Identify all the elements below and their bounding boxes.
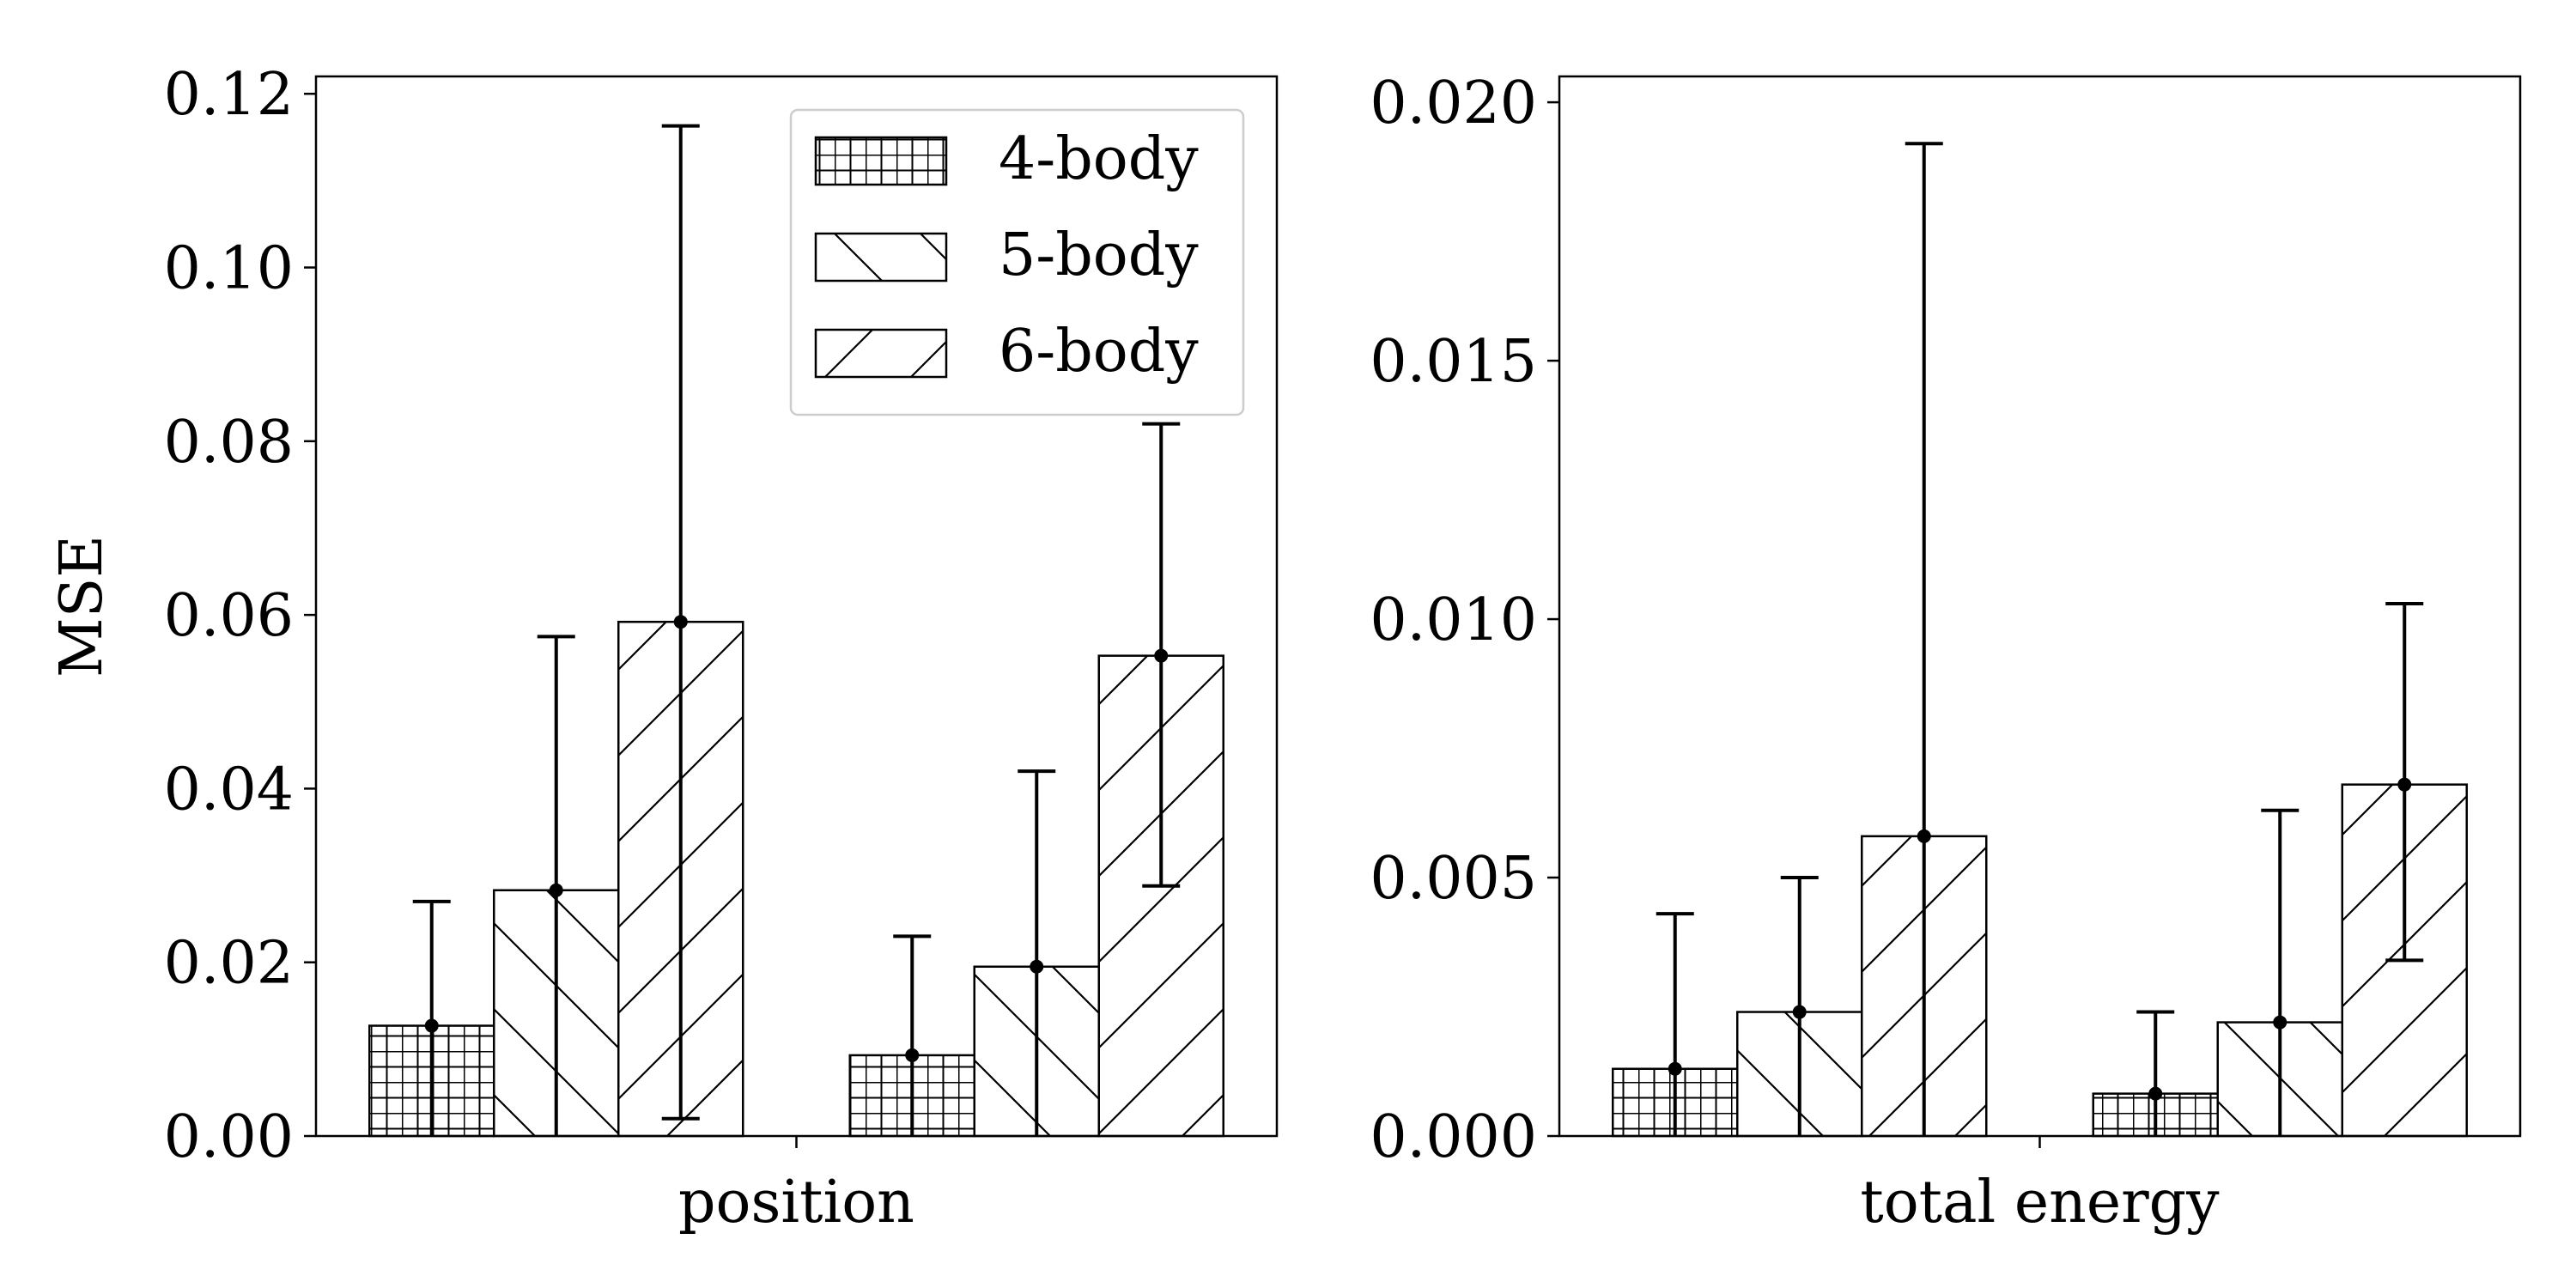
y-axis-label: MSE — [48, 535, 116, 677]
mean-point-6-body — [1154, 648, 1169, 663]
mean-point-4-body — [905, 1048, 920, 1062]
y-tick-label: 0.10 — [164, 235, 294, 303]
mean-point-6-body — [673, 615, 688, 629]
y-tick-label: 0.000 — [1370, 1103, 1537, 1171]
y-tick-label: 0.00 — [164, 1103, 294, 1171]
legend-swatch-5-body — [814, 232, 948, 283]
y-tick-label: 0.010 — [1370, 586, 1537, 654]
mean-point-5-body — [1030, 959, 1044, 974]
y-tick-label: 0.02 — [164, 930, 294, 998]
total-energy-bars — [1612, 783, 2468, 1138]
mean-point-5-body — [1792, 1005, 1807, 1019]
y-tick-label: 0.12 — [164, 61, 294, 129]
legend-label-4-body: 4-body — [999, 125, 1199, 193]
position-bars — [368, 620, 1224, 1138]
mean-point-5-body — [549, 883, 563, 897]
position-panel: 0.00 0.02 0.04 0.06 0.08 0.10 0.12 position MS… — [48, 61, 1279, 1236]
y-tick-label: 0.08 — [164, 409, 294, 477]
mean-point-4-body — [424, 1018, 439, 1033]
mean-point-6-body — [1917, 829, 1931, 843]
total-energy-y-ticks: 0.000 0.005 0.010 0.015 0.020 — [1370, 70, 1559, 1171]
position-y-ticks: 0.00 0.02 0.04 0.06 0.08 0.10 0.12 — [164, 61, 316, 1171]
legend: 4-body 5-body 6-body — [789, 108, 1245, 416]
legend-swatch-6-body — [814, 328, 948, 379]
mean-point-4-body — [1668, 1061, 1682, 1076]
y-tick-label: 0.06 — [164, 582, 294, 650]
total-energy-error-bars — [1656, 142, 2424, 1136]
legend-swatch-4-body — [814, 136, 948, 186]
legend-label-6-body: 6-body — [999, 318, 1199, 386]
total-energy-x-axis-label: total energy — [1860, 1169, 2220, 1236]
legend-label-5-body: 5-body — [999, 222, 1199, 289]
y-tick-label: 0.020 — [1370, 70, 1537, 137]
mean-point-4-body — [2148, 1086, 2163, 1101]
y-tick-label: 0.015 — [1370, 328, 1537, 396]
y-tick-label: 0.04 — [164, 756, 294, 823]
total-energy-panel: 0.000 0.005 0.010 0.015 0.020 total energy — [1370, 70, 2522, 1236]
mean-point-6-body — [2397, 777, 2412, 792]
mean-point-5-body — [2273, 1015, 2287, 1030]
y-tick-label: 0.005 — [1370, 845, 1537, 913]
position-x-axis-label: position — [678, 1169, 914, 1236]
position-error-bars — [412, 124, 1181, 1136]
